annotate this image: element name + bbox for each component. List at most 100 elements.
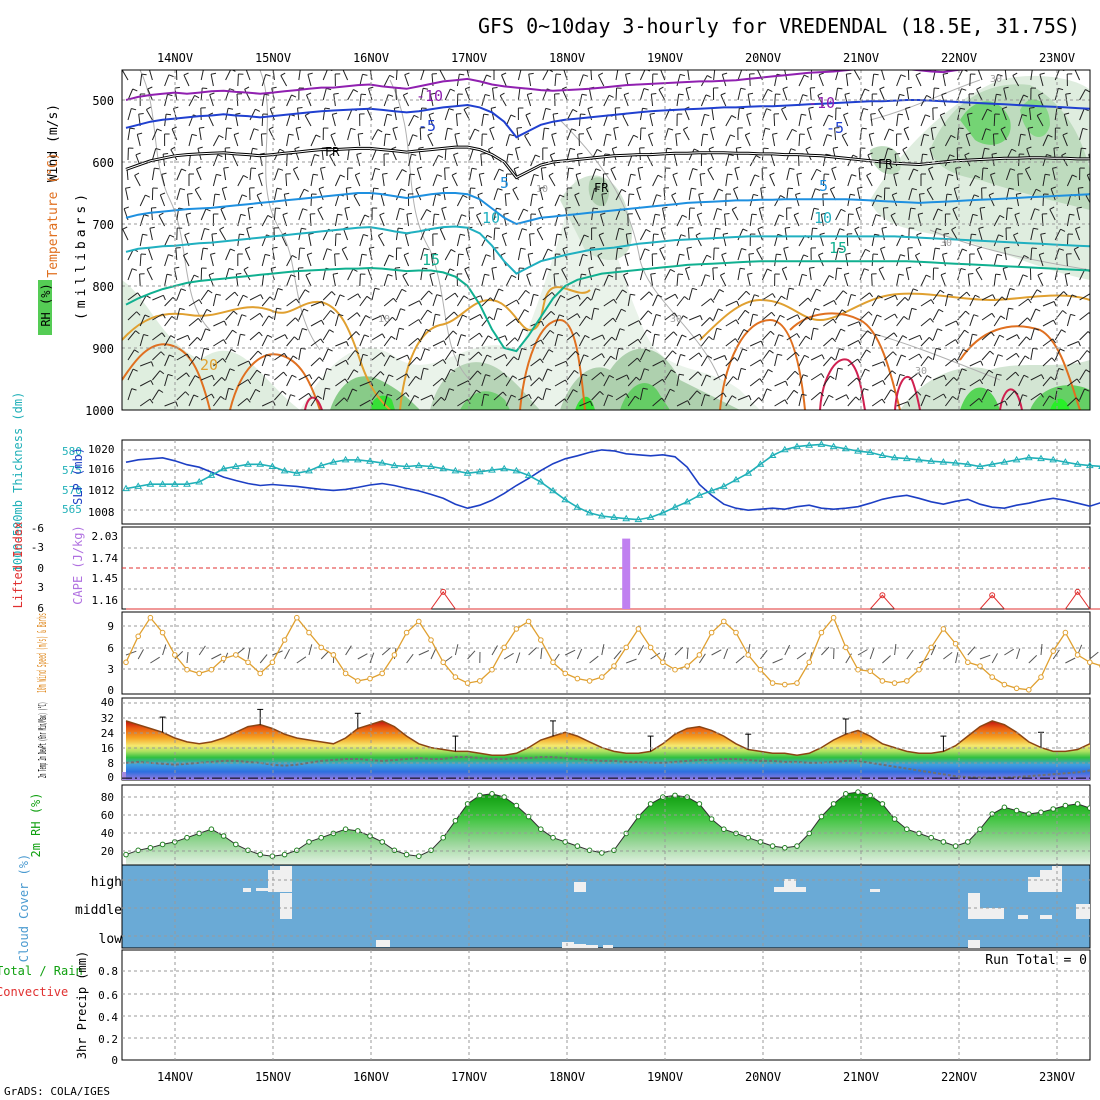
wind-barb [798, 74, 805, 87]
wind-barb-flag [731, 115, 737, 119]
wind-barb [1067, 359, 1079, 367]
wind-barb [993, 334, 1000, 347]
wind-barb [871, 334, 876, 347]
wind-barb-flag [841, 309, 847, 313]
wind-speed-point [379, 670, 386, 677]
wind-barb [145, 109, 153, 121]
wind-barb-flag [913, 168, 919, 172]
wind-barb [383, 274, 389, 287]
wind-barb-flag [581, 273, 587, 276]
wind-barb-flag [887, 148, 893, 151]
wind-barb-flag [950, 134, 956, 139]
wind-barb-flag [1004, 400, 1008, 406]
wind-barb-flag [465, 246, 472, 249]
wind-barb-flag [211, 393, 215, 399]
ylabel-li: Lifted Index [11, 522, 25, 609]
wind-barb [749, 314, 754, 327]
wind-barb [835, 268, 838, 281]
wind-barb [699, 174, 702, 187]
wind10m-barb [1052, 649, 1060, 660]
wind-barb [1018, 114, 1023, 127]
wind-barb [490, 108, 495, 121]
thickness-point [256, 460, 265, 467]
wind-barb-flag [997, 354, 1003, 357]
wind-barb [332, 274, 336, 287]
wind-barb [965, 134, 971, 147]
wind-barb-flag [1009, 288, 1015, 291]
wind-barb [809, 268, 812, 281]
wind-tick: 0 [107, 684, 114, 697]
wind-barb-flag [465, 86, 471, 90]
wind-barb-flag [216, 173, 222, 177]
wind-barb-flag [623, 272, 629, 276]
wind-barb [188, 95, 196, 107]
rh-point [574, 843, 581, 849]
wind-barb-flag [284, 334, 288, 340]
wind-barb [676, 374, 680, 387]
pressure-tick: 600 [92, 156, 114, 170]
wind-barb [249, 128, 255, 141]
wind-barb-flag [875, 214, 881, 217]
wind-barb [273, 188, 278, 201]
wind-barb-flag [735, 319, 740, 325]
wind-barb [639, 88, 645, 101]
wind-barb-flag [301, 227, 307, 230]
wind-barb-flag [194, 375, 200, 379]
wind-barb [405, 234, 410, 247]
wind-barb [292, 169, 300, 181]
wind-barb [469, 168, 473, 181]
wind-barb [530, 154, 536, 167]
wind-barb [237, 175, 244, 187]
wind-barb [1079, 128, 1084, 141]
wind-barb-flag [816, 168, 822, 173]
wind-barb-flag [1022, 394, 1028, 397]
wind-barb [310, 154, 315, 167]
wind-barb-flag [934, 87, 940, 89]
wind-barb-flag [302, 208, 308, 211]
wind-barb [1079, 350, 1088, 361]
wind-barb-flag [902, 146, 908, 151]
wind-barb-flag [511, 394, 517, 398]
wind10m-barb [1089, 651, 1099, 660]
wind-barb-flag [1000, 126, 1006, 130]
wind-barb-flag [851, 174, 857, 177]
thickness-point [292, 469, 301, 476]
wind-barb-flag [489, 126, 495, 130]
wind-barb-flag [215, 293, 221, 296]
wind-barb [480, 153, 483, 167]
wind-barb [847, 294, 852, 307]
wind-barb [530, 294, 534, 307]
wind-barb [200, 208, 207, 221]
wind-barb-flag [685, 266, 691, 270]
wind-barb [847, 377, 858, 387]
wind-barb-flag [402, 272, 408, 276]
wind-barb [566, 370, 575, 381]
wind-barb [489, 128, 495, 141]
wind-speed-point [416, 618, 422, 625]
wind-barb [455, 113, 458, 127]
wind-barb-flag [801, 393, 807, 396]
wind-barb [481, 274, 485, 287]
rh-point [1074, 801, 1081, 807]
wind-barb [1067, 378, 1078, 387]
wind-speed-point [733, 629, 739, 636]
wind-barb-flag [803, 254, 809, 258]
wind-speed-point [721, 618, 727, 625]
wind-barb-flag [1027, 298, 1032, 304]
wind-barb-flag [1062, 132, 1068, 136]
wind-barb-flag [948, 173, 954, 177]
wind-barb [359, 399, 371, 407]
wind-barb [823, 356, 832, 367]
wind-barb-flag [173, 106, 179, 109]
wind-barb-flag [175, 401, 179, 407]
wind-barb-flag [483, 113, 489, 116]
thickness-tick: 565 [62, 503, 82, 516]
wind-speed-point [757, 666, 764, 673]
wind-barb-flag [610, 355, 616, 360]
wind-barb [377, 235, 385, 247]
wind-barb [689, 315, 701, 321]
thickness-point [427, 462, 435, 469]
wind-barb [883, 168, 887, 181]
wind-barb [469, 128, 476, 141]
wind-barb [127, 268, 133, 281]
